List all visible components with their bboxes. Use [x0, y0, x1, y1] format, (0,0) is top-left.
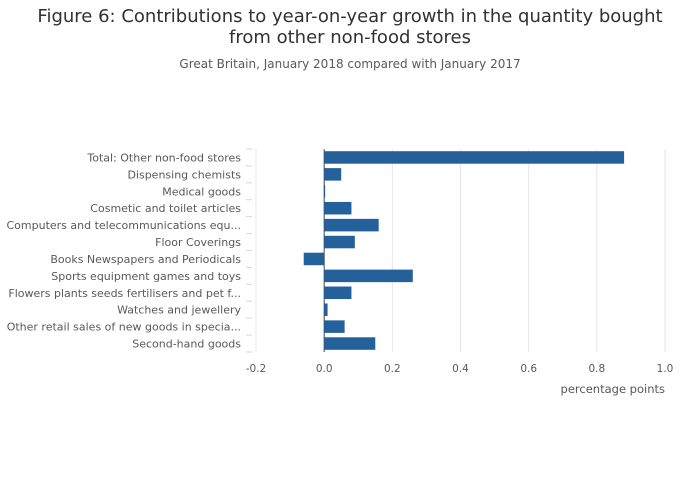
bar-3[interactable] — [324, 201, 352, 215]
gridlines — [246, 148, 666, 353]
bar-2[interactable] — [324, 185, 326, 198]
chart-title: Figure 6: Contributions to year-on-year … — [37, 6, 663, 48]
bars — [303, 151, 625, 350]
bar-11[interactable] — [324, 337, 376, 350]
bar-8[interactable] — [324, 286, 352, 300]
category-labels: Total: Other non-food stores Dispensing c… — [6, 151, 241, 350]
bar-5[interactable] — [324, 235, 355, 249]
bar-9[interactable] — [324, 303, 328, 316]
category-label-3: Cosmetic and toilet articles — [90, 202, 241, 215]
x-tick-label-4: 0.6 — [520, 363, 537, 375]
category-label-9: Watches and jewellery — [117, 304, 241, 317]
bar-0[interactable] — [324, 151, 625, 164]
category-label-10: Other retail sales of new goods in speci… — [7, 321, 241, 334]
category-label-7: Sports equipment games and toys — [51, 270, 241, 283]
bar-6[interactable] — [303, 252, 325, 266]
x-tick-label-0: -0.2 — [246, 363, 267, 375]
category-label-8: Flowers plants seeds fertilisers and pet… — [8, 287, 241, 300]
category-label-6: Books Newspapers and Periodicals — [50, 253, 241, 266]
bar-1[interactable] — [324, 168, 342, 181]
category-label-5: Floor Coverings — [155, 236, 241, 249]
category-label-2: Medical goods — [162, 185, 241, 198]
x-axis-title: percentage points — [561, 382, 665, 396]
x-tick-labels: -0.2 0.0 0.2 0.4 0.6 0.8 1.0 — [246, 363, 674, 375]
chart-subtitle: Great Britain, January 2018 compared wit… — [179, 57, 521, 71]
category-label-1: Dispensing chemists — [127, 168, 241, 181]
x-tick-label-5: 0.8 — [588, 363, 605, 375]
x-tick-label-3: 0.4 — [452, 363, 469, 375]
category-label-11: Second-hand goods — [132, 338, 241, 351]
category-label-4: Computers and telecommunications equ... — [6, 219, 241, 232]
bar-7[interactable] — [324, 269, 413, 283]
x-tick-label-6: 1.0 — [657, 363, 674, 375]
bar-4[interactable] — [324, 218, 379, 232]
category-label-0: Total: Other non-food stores — [86, 151, 241, 164]
x-tick-label-2: 0.2 — [384, 363, 401, 375]
bar-10[interactable] — [324, 320, 345, 333]
x-tick-label-1: 0.0 — [316, 363, 333, 375]
